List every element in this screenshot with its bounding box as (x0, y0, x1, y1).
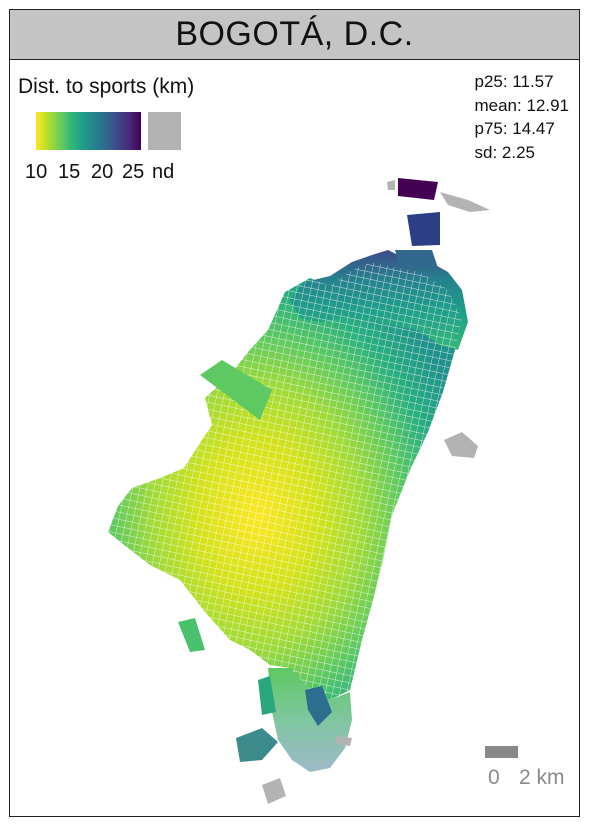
patch-south-teal (236, 728, 278, 762)
legend-nd-swatch (148, 112, 181, 150)
legend-tick-nd: nd (152, 161, 175, 183)
nd-patch-north-small (387, 180, 395, 190)
legend-title: Dist. to sports (km) (18, 75, 195, 98)
scale-label-zero: 0 (488, 766, 500, 789)
patch-north-dark (398, 178, 438, 200)
patch-north-blue (407, 212, 440, 246)
nd-patch-northeast (440, 192, 490, 212)
stat-p25: p25: 11.57 (474, 72, 554, 91)
patch-west-block (200, 360, 272, 420)
scale-bar (485, 746, 518, 758)
stat-sd: sd: 2.25 (474, 142, 535, 162)
urban-area-south (268, 668, 352, 772)
legend-tick-25: 25 (122, 161, 145, 183)
patch-south-east (305, 686, 332, 726)
stat-p75: p75: 14.47 (474, 119, 555, 138)
legend-color-gradient (36, 112, 141, 150)
stat-mean: mean: 12.91 (474, 95, 569, 115)
nd-patch-southeast (336, 736, 352, 746)
legend-tick-15: 15 (58, 161, 81, 183)
legend-tick-20: 20 (91, 161, 114, 183)
map-title: BOGOTÁ, D.C. (10, 10, 579, 60)
scale-label-distance: 2 km (519, 766, 565, 789)
nd-patch-south (262, 778, 286, 804)
patch-north-teal (395, 250, 438, 268)
summary-stats: p25: 11.57 mean: 12.91 p75: 14.47 sd: 2.… (474, 70, 569, 164)
patch-south-green (258, 676, 276, 715)
patch-southwest (178, 618, 205, 652)
legend-tick-10: 10 (25, 161, 48, 183)
nd-patch-east (444, 432, 478, 458)
